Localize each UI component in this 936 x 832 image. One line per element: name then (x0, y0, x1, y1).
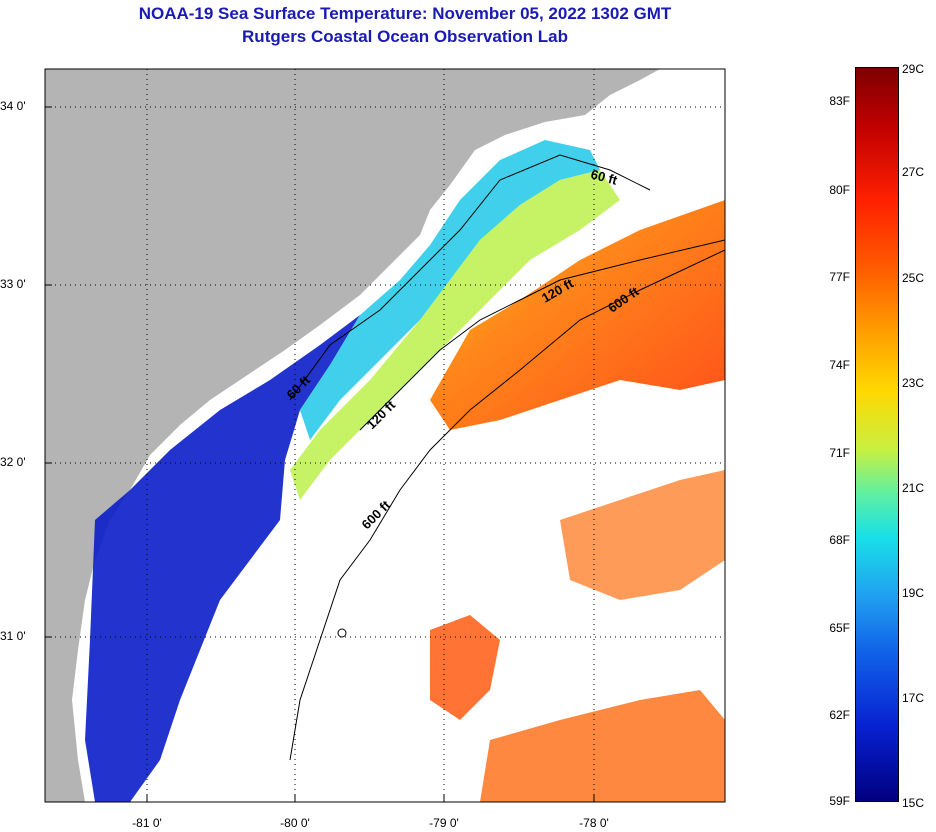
colorbar-c-label: 25C (902, 271, 925, 285)
temperature-colorbar (855, 67, 899, 802)
cyan-water-region (300, 140, 600, 440)
lon-label-78: -78 0' (579, 816, 609, 830)
colorbar-c-label: 19C (902, 586, 925, 600)
seamount-contour (337, 628, 347, 638)
isobath-600 (289, 249, 725, 761)
colorbar-c-label: 23C (902, 376, 925, 390)
isobath-120 (359, 239, 725, 431)
colorbar-f-label: 68F (829, 533, 850, 547)
lon-label-81: -81 0' (132, 816, 162, 830)
warm-patch-southeast (480, 690, 725, 802)
warm-patch-south (430, 615, 500, 720)
colorbar-f-label: 77F (829, 270, 850, 284)
map-frame (44, 68, 726, 803)
colorbar-f-label: 83F (829, 94, 850, 108)
colorbar-f-label: 59F (829, 794, 850, 808)
colorbar-f-label: 74F (829, 358, 850, 372)
land-mass (45, 69, 660, 802)
colorbar-f-label: 71F (829, 446, 850, 460)
map-title: NOAA-19 Sea Surface Temperature: Novembe… (138, 4, 672, 23)
colorbar-c-label: 29C (902, 62, 925, 76)
colorbar-c-label: 17C (902, 691, 925, 705)
warm-patch-east (560, 470, 725, 600)
graticule (45, 69, 725, 802)
colorbar-f-label: 80F (829, 183, 850, 197)
lon-label-79: -79 0' (429, 816, 459, 830)
axis-ticks (45, 106, 595, 802)
lon-label-80: -80 0' (280, 816, 310, 830)
colorbar-c-label: 15C (902, 796, 925, 810)
lat-label-32: 32 0' (0, 455, 26, 469)
isobath-lines (289, 154, 725, 761)
map-subtitle: Rutgers Coastal Ocean Observation Lab (242, 27, 568, 46)
colorbar-c-label: 21C (902, 481, 925, 495)
colorbar-f-label: 62F (829, 708, 850, 722)
lat-label-33: 33 0' (0, 277, 26, 291)
lat-label-34: 34 0' (0, 99, 26, 113)
isobath-60 (289, 154, 651, 401)
colorbar-c-label: 27C (902, 165, 925, 179)
contour-label-60-north: 60 ft (589, 166, 619, 188)
cold-water-region (85, 315, 360, 802)
colorbar-f-label: 65F (829, 621, 850, 635)
lat-label-31: 31 0' (0, 629, 26, 643)
